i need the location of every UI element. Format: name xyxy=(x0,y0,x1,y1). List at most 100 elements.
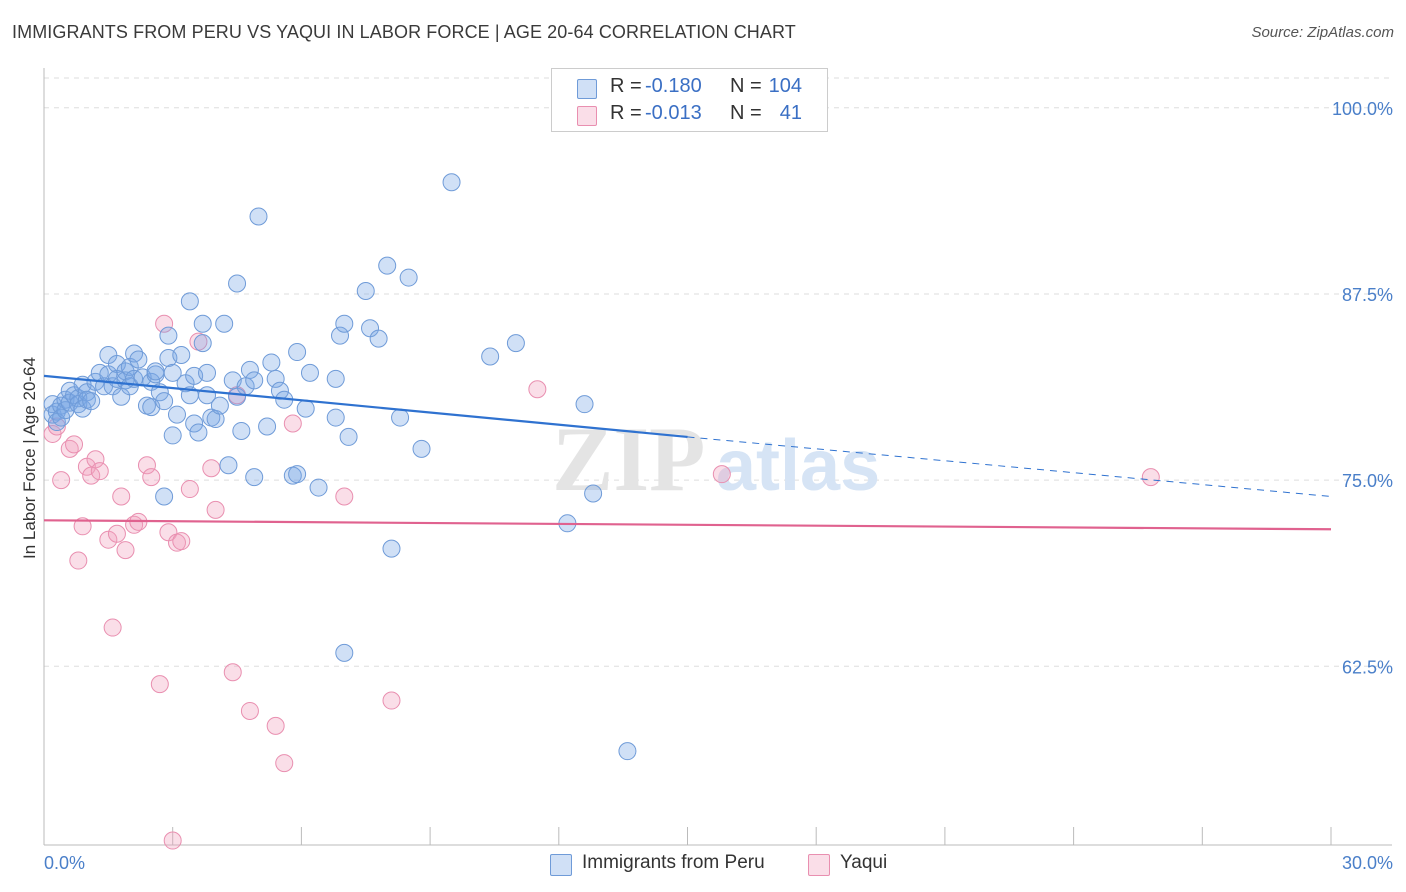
peru-point xyxy=(369,329,388,348)
legend-row-yaqui: R = -0.013 N = 41 xyxy=(552,100,827,128)
yaqui-point xyxy=(155,314,174,333)
peru-point xyxy=(326,408,345,427)
yaqui-point xyxy=(275,754,294,773)
yaqui-point xyxy=(47,417,66,436)
yaqui-point xyxy=(142,468,161,487)
y-tick-label: 100.0% xyxy=(1332,99,1393,119)
yaqui-point xyxy=(206,500,225,519)
yaqui-point xyxy=(180,480,199,499)
yaqui-point xyxy=(335,487,354,506)
peru-point xyxy=(245,468,264,487)
peru-point xyxy=(412,439,431,458)
series-legend: Immigrants from Peru Yaqui xyxy=(0,851,1406,877)
peru-point xyxy=(309,478,328,497)
peru-point xyxy=(155,392,174,411)
yaqui-point xyxy=(240,701,259,720)
watermark: ZIP atlas xyxy=(552,408,880,510)
peru-point xyxy=(193,314,212,333)
peru-point xyxy=(163,363,182,382)
legend-row-peru: R = -0.180 N = 104 xyxy=(552,73,827,101)
yaqui-point xyxy=(103,618,122,637)
peru-point xyxy=(155,487,174,506)
peru-point xyxy=(210,396,229,415)
peru-point xyxy=(185,414,204,433)
legend-r-label: R = xyxy=(610,102,642,124)
peru-point xyxy=(240,360,259,379)
legend-r-value: -0.013 xyxy=(645,102,702,124)
yaqui-point xyxy=(202,459,221,478)
peru-point xyxy=(198,363,217,382)
peru-point xyxy=(258,417,277,436)
peru-point xyxy=(300,363,319,382)
peru-point xyxy=(206,410,225,429)
x-tick-label-max: 30.0% xyxy=(1342,853,1393,873)
correlation-legend: R = -0.180 N = 104 R = -0.013 N = 41 xyxy=(551,68,828,132)
yaqui-point xyxy=(712,465,731,484)
peru-point xyxy=(249,207,268,226)
source-label: Source: ZipAtlas.com xyxy=(1251,24,1394,41)
y-tick-label: 87.5% xyxy=(1342,285,1393,305)
peru-point xyxy=(215,314,234,333)
yaqui-point xyxy=(86,450,105,469)
tick-labels: 100.0% 87.5% 75.0% 62.5% 0.0% 30.0% xyxy=(44,99,1393,873)
legend-n-value: 104 xyxy=(768,75,802,97)
peru-point xyxy=(180,292,199,311)
peru-point xyxy=(193,334,212,353)
legend-label-peru: Immigrants from Peru xyxy=(582,852,765,873)
yaqui-point xyxy=(73,517,92,536)
yaqui-point xyxy=(382,691,401,710)
peru-point xyxy=(159,326,178,345)
legend-r-label: R = xyxy=(610,75,642,97)
legend-n-label: N = xyxy=(730,75,762,97)
peru-trend-extension xyxy=(687,436,1332,497)
peru-point xyxy=(189,423,208,442)
legend-swatch-yaqui xyxy=(808,854,830,876)
peru-point xyxy=(82,392,101,411)
legend-n-label: N = xyxy=(730,102,762,124)
peru-point xyxy=(399,268,418,287)
peru-point xyxy=(442,173,461,192)
y-tick-label: 62.5% xyxy=(1342,657,1393,677)
legend-swatch-yaqui xyxy=(577,106,597,126)
peru-point xyxy=(356,281,375,300)
peru-point xyxy=(266,369,285,388)
peru-point xyxy=(584,484,603,503)
legend-label-yaqui: Yaqui xyxy=(840,852,888,873)
peru-point xyxy=(618,742,637,761)
chart-title: IMMIGRANTS FROM PERU VS YAQUI IN LABOR F… xyxy=(12,22,796,42)
peru-point xyxy=(172,346,191,365)
peru-point xyxy=(129,350,148,369)
peru-point xyxy=(335,314,354,333)
yaqui-trend-line xyxy=(43,519,1332,531)
yaqui-point xyxy=(107,524,126,543)
yaqui-point xyxy=(1141,468,1160,487)
peru-point xyxy=(262,353,281,372)
peru-point xyxy=(245,371,264,390)
yaqui-point xyxy=(69,551,88,570)
peru-point xyxy=(335,643,354,662)
legend-r-value: -0.180 xyxy=(645,75,702,97)
yaqui-point xyxy=(137,456,156,475)
legend-swatch-peru xyxy=(550,854,572,876)
yaqui-point xyxy=(172,532,191,551)
peru-point xyxy=(378,256,397,275)
peru-point xyxy=(391,408,410,427)
peru-point xyxy=(326,369,345,388)
y-tick-label: 75.0% xyxy=(1342,471,1393,491)
yaqui-point xyxy=(65,435,84,454)
peru-point xyxy=(506,334,525,353)
yaqui-point xyxy=(112,487,131,506)
peru-point xyxy=(296,399,315,418)
watermark-atlas: atlas xyxy=(716,426,880,506)
yaqui-point xyxy=(283,414,302,433)
y-axis-label: In Labor Force | Age 20-64 xyxy=(20,357,39,559)
peru-point xyxy=(575,395,594,414)
peru-points xyxy=(43,173,637,761)
watermark-zip: ZIP xyxy=(552,408,705,510)
peru-point xyxy=(331,326,350,345)
peru-point xyxy=(163,426,182,445)
yaqui-points xyxy=(43,314,1160,850)
yaqui-point xyxy=(150,675,169,694)
peru-point xyxy=(339,427,358,446)
